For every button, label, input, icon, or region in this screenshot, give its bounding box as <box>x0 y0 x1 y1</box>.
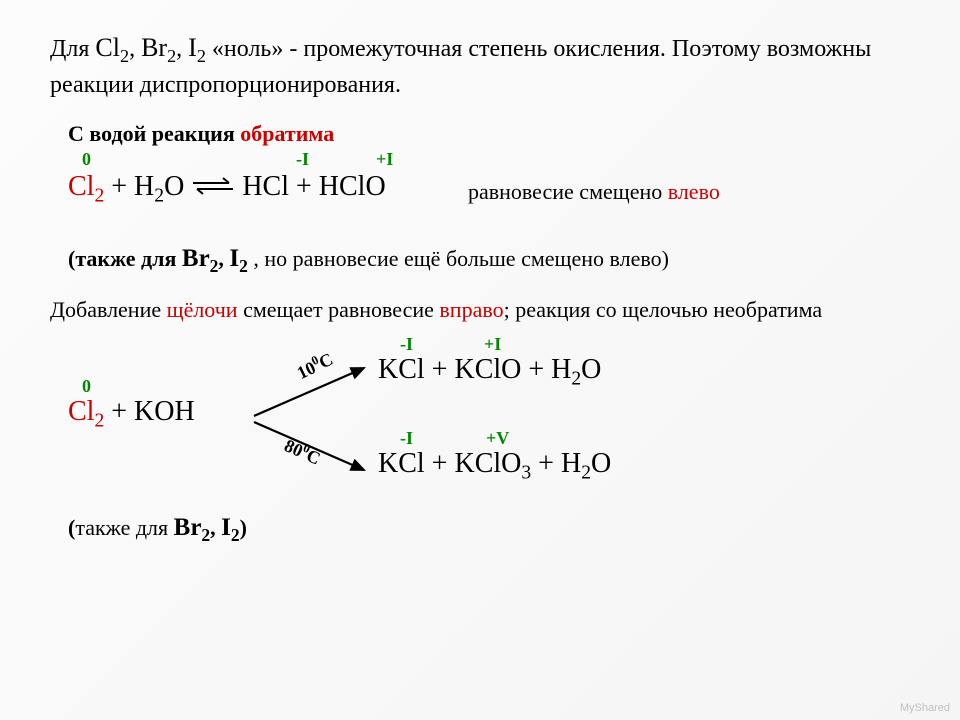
water-label: С водой реакция обратима <box>68 121 910 147</box>
ox-zero-2: 0 <box>82 376 91 397</box>
intro-i2: I2 <box>188 33 206 62</box>
water-equation: 0 -I +I Cl2 + H2O HCl + HClO равновесие … <box>68 149 910 221</box>
footer-note: (также для Br2, I2) <box>68 514 910 546</box>
footer-br2: Br2 <box>174 514 211 541</box>
also-br2: Br2 <box>182 245 219 272</box>
ox-minus-i-bot: -I <box>400 428 413 449</box>
watermark: MyShared <box>900 702 950 714</box>
also-i2: I2 <box>229 245 247 272</box>
equilibrium-arrow-icon <box>191 175 235 197</box>
eq1-note: равновесие смещено влево <box>468 179 720 205</box>
ox-plus-v-bot: +V <box>486 428 509 449</box>
intro-cl2: Cl2 <box>95 33 129 62</box>
koh-product-top: KCl + KClO + H2O <box>378 354 601 391</box>
koh-product-bot: KCl + KClO3 + H2O <box>378 448 611 485</box>
koh-cl2: Cl2 <box>68 396 104 427</box>
ox-zero: 0 <box>82 149 91 170</box>
footer-i2: I2 <box>221 514 239 541</box>
eq1-cl2: Cl2 <box>68 171 104 202</box>
intro-br2: Br2 <box>141 33 176 62</box>
eq1-formula: Cl2 + H2O HCl + HClO <box>68 171 386 208</box>
ox-minus-i: -I <box>296 149 309 170</box>
water-also-note: (также для Br2, I2 , но равновесие ещё б… <box>68 243 910 278</box>
intro-text-1: Для <box>50 36 95 62</box>
intro-paragraph: Для Cl2, Br2, I2 «ноль» - промежуточная … <box>50 30 910 101</box>
ox-plus-i: +I <box>376 149 393 170</box>
koh-equation: 0 Cl2 + KOH 100C 800C -I +I KCl + KClO +… <box>68 336 910 506</box>
ox-plus-i-top: +I <box>484 334 501 355</box>
koh-reactant: Cl2 + KOH <box>68 396 195 433</box>
alkali-paragraph: Добавление щёлочи смещает равновесие впр… <box>50 296 910 325</box>
slide: Для Cl2, Br2, I2 «ноль» - промежуточная … <box>0 0 960 720</box>
ox-minus-i-top: -I <box>400 334 413 355</box>
